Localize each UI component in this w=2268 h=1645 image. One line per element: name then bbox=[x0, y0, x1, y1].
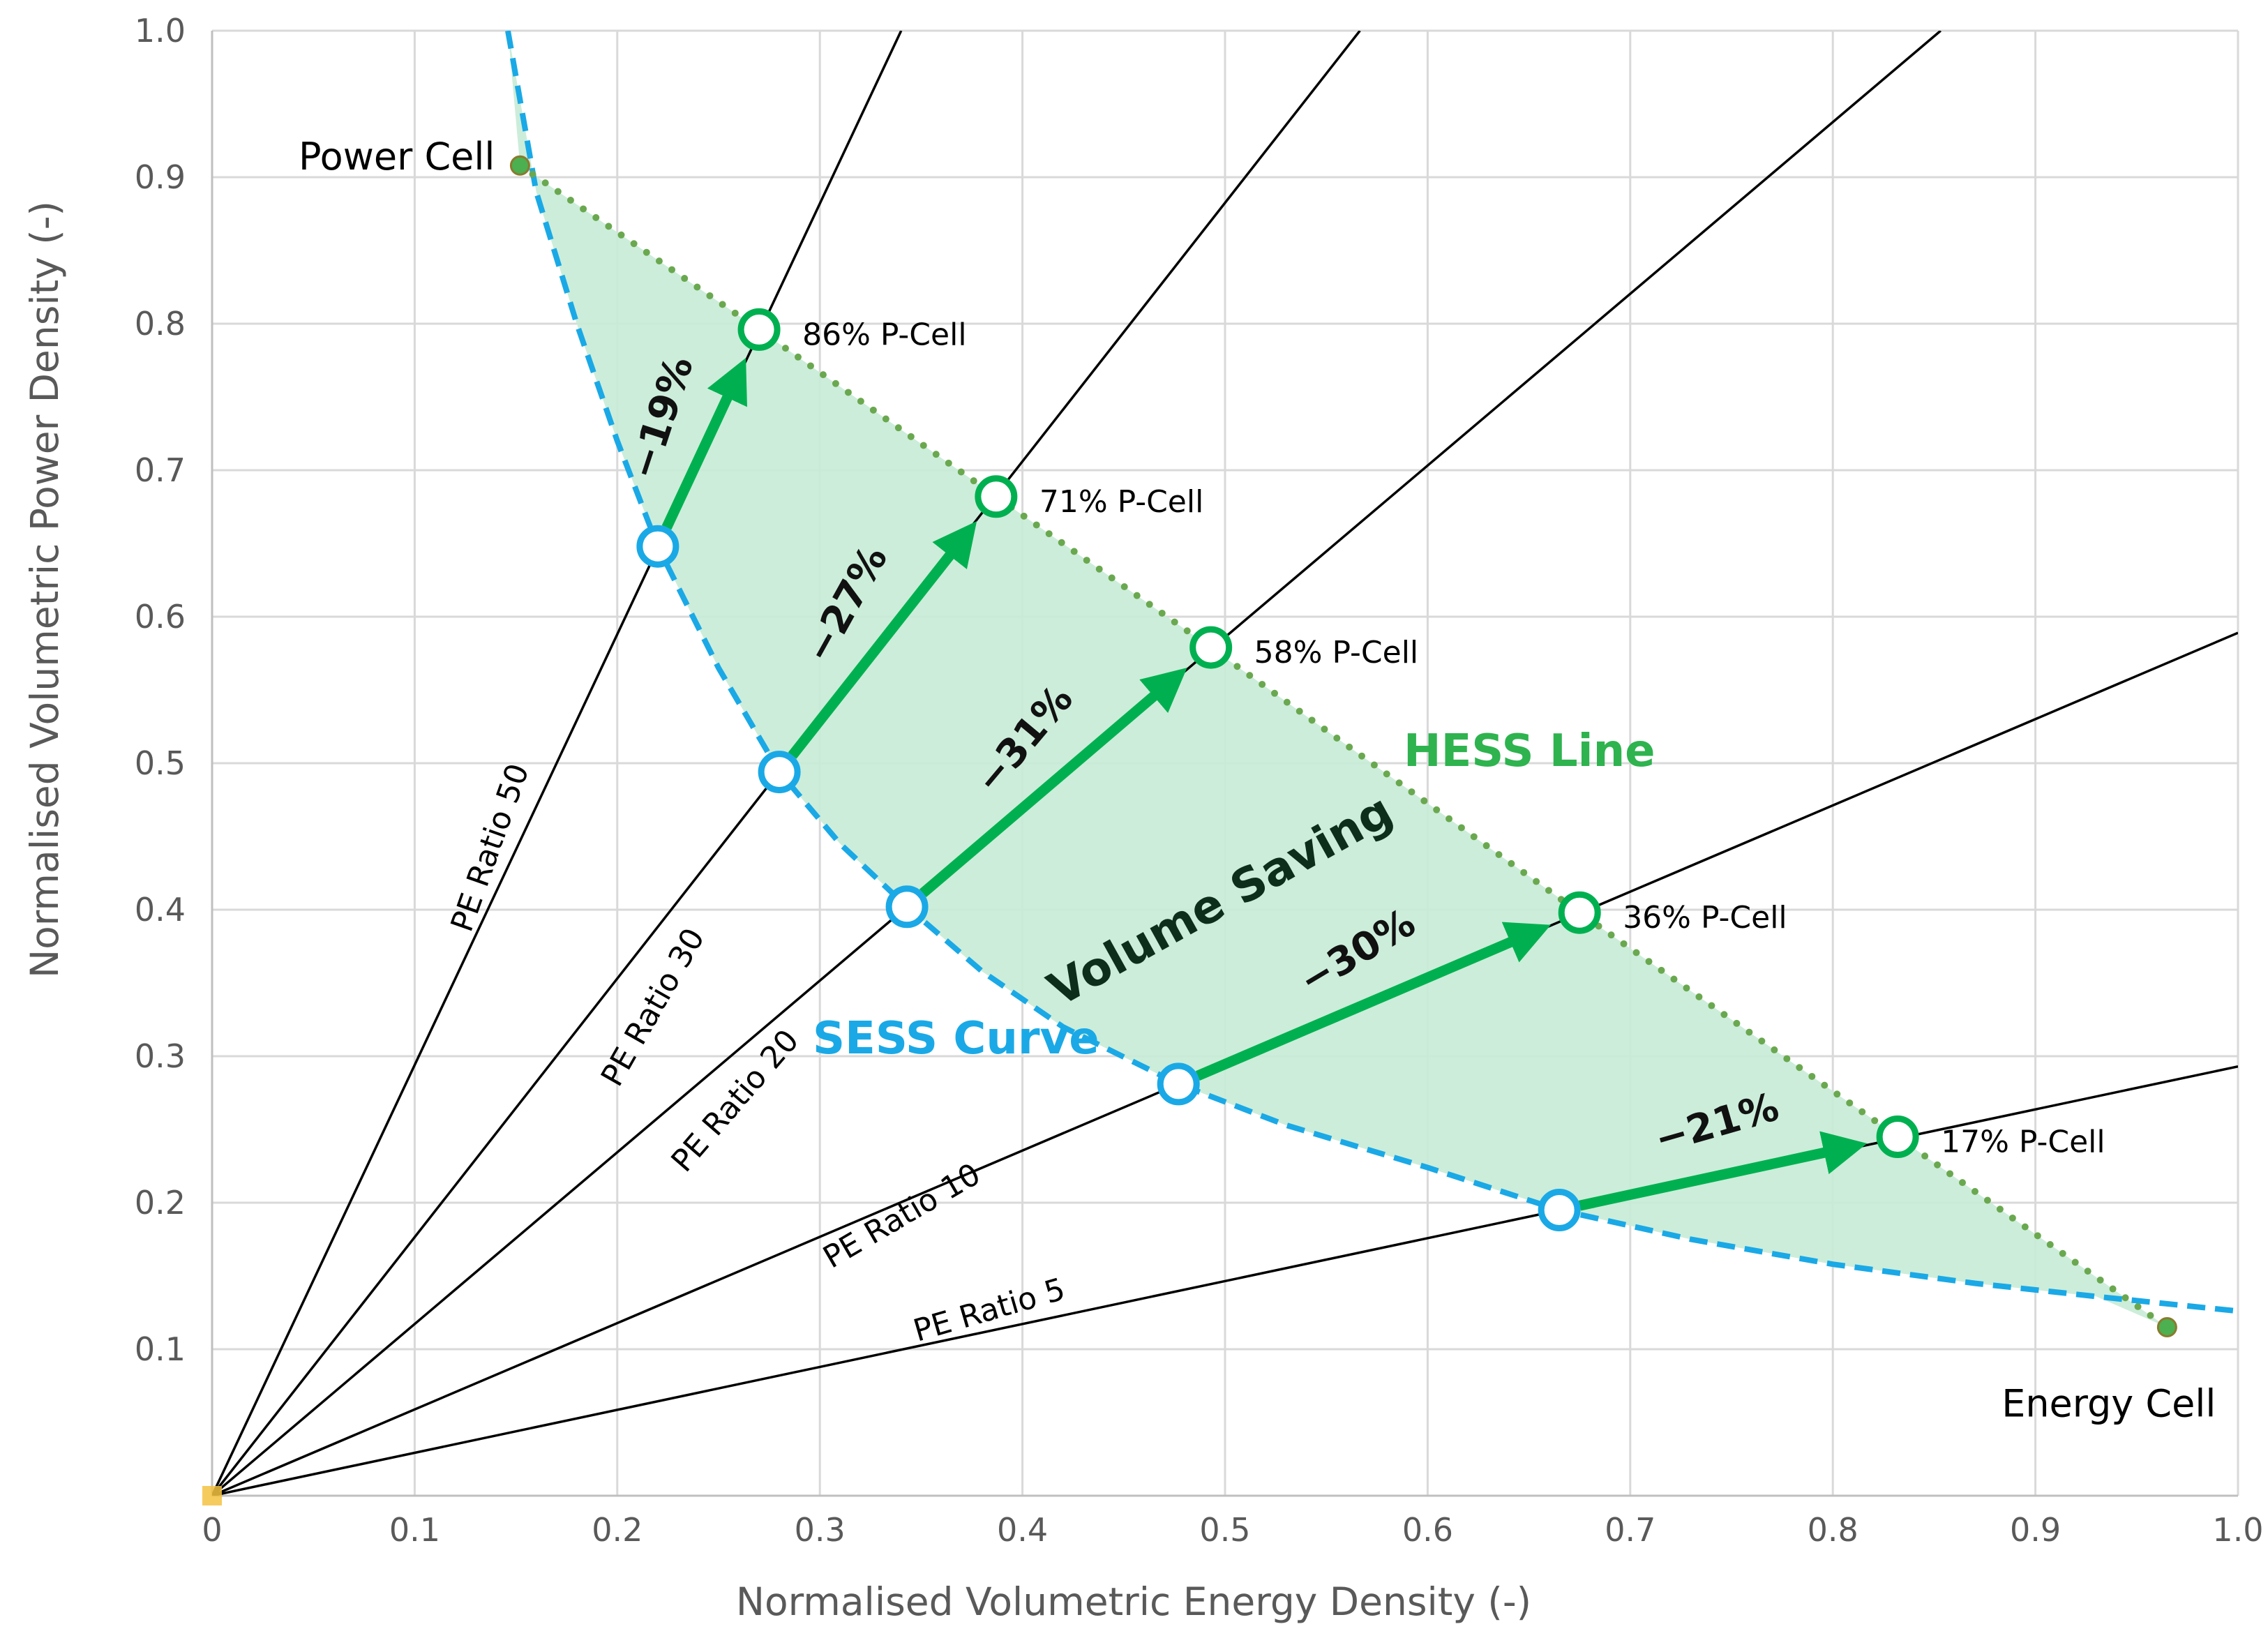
energy-cell-label: Energy Cell bbox=[2002, 1382, 2216, 1426]
hess-point-marker bbox=[1189, 626, 1233, 669]
x-tick-label: 0.3 bbox=[795, 1511, 846, 1549]
hess-point-marker bbox=[1876, 1116, 1919, 1158]
sess-curve bbox=[505, 31, 2238, 1314]
x-tick-label: 0.1 bbox=[389, 1511, 440, 1549]
sess-curve-label: SESS Curve bbox=[813, 1013, 1099, 1065]
power-cell-point bbox=[509, 155, 530, 176]
p-cell-label: 71% P-Cell bbox=[1039, 484, 1203, 520]
grid-lines bbox=[211, 29, 2239, 1497]
x-tick-label: 0.4 bbox=[997, 1511, 1048, 1549]
pe-ratio-line bbox=[212, 31, 903, 1496]
y-tick-label: 0.6 bbox=[135, 598, 186, 636]
volume-saving-arrow bbox=[661, 357, 747, 530]
x-tick-label: 0.5 bbox=[1199, 1511, 1250, 1549]
x-tick-label: 0.6 bbox=[1402, 1511, 1453, 1549]
volume-saving-arrow bbox=[919, 668, 1187, 898]
volume-saving-region bbox=[507, 31, 2168, 1328]
sess-point-marker bbox=[885, 885, 929, 929]
y-tick-label: 0.4 bbox=[135, 891, 186, 929]
p-cell-label: 58% P-Cell bbox=[1254, 635, 1418, 670]
axis-ticks: 0 0.1 0.2 0.3 0.4 0.5 0.6 0.7 0.8 0.9 1.0 0.1 0.2 0.3… bbox=[135, 12, 2264, 1549]
hess-point-marker bbox=[1558, 891, 1601, 934]
volume-saving-arrows bbox=[661, 357, 1868, 1211]
volume-saving-arrow bbox=[1195, 922, 1552, 1081]
y-tick-label: 0.9 bbox=[135, 158, 186, 196]
hess-line-label: HESS Line bbox=[1404, 726, 1655, 777]
pe-ratio-label: PE Ratio 5 bbox=[910, 1271, 1069, 1349]
origin-point bbox=[202, 1486, 222, 1505]
pe-ratio-label: PE Ratio 30 bbox=[594, 922, 712, 1092]
sess-point-marker bbox=[1538, 1189, 1581, 1231]
x-axis-title: Normalised Volumetric Energy Density (-) bbox=[736, 1579, 1531, 1624]
x-tick-label: 0.7 bbox=[1605, 1511, 1655, 1549]
y-tick-label: 0.2 bbox=[135, 1184, 186, 1222]
energy-cell-point bbox=[2156, 1317, 2177, 1337]
y-tick-label: 0.8 bbox=[135, 305, 186, 343]
pe-ratio-label: PE Ratio 20 bbox=[664, 1023, 806, 1179]
pe-ratio-label: PE Ratio 10 bbox=[817, 1157, 986, 1276]
volume-saving-arrow bbox=[788, 521, 977, 759]
p-cell-label: 86% P-Cell bbox=[802, 317, 966, 352]
x-tick-label: 0.2 bbox=[592, 1511, 643, 1549]
volume-saving-arrow bbox=[1578, 1131, 1868, 1211]
sess-point-marker bbox=[1157, 1062, 1200, 1106]
y-axis-title: Normalised Volumetric Power Density (-) bbox=[22, 201, 67, 978]
x-tick-label: 0.9 bbox=[2010, 1511, 2061, 1549]
y-tick-label: 0.1 bbox=[135, 1330, 186, 1368]
point-markers bbox=[202, 155, 2177, 1505]
y-tick-label: 0.7 bbox=[135, 451, 186, 489]
power-cell-label: Power Cell bbox=[299, 135, 495, 179]
p-cell-label: 36% P-Cell bbox=[1623, 900, 1787, 936]
x-tick-label: 0.8 bbox=[1808, 1511, 1858, 1549]
p-cell-label: 17% P-Cell bbox=[1941, 1125, 2105, 1160]
sess-point-marker bbox=[758, 751, 801, 794]
x-tick-label: 1.0 bbox=[2212, 1511, 2263, 1549]
y-tick-label: 0.3 bbox=[135, 1037, 186, 1075]
hess-point-marker bbox=[737, 308, 781, 351]
hess-point-marker bbox=[975, 475, 1018, 518]
x-tick-label: 0 bbox=[202, 1511, 222, 1549]
sess-point-marker bbox=[636, 525, 679, 568]
y-tick-label: 1.0 bbox=[135, 12, 186, 50]
volume-saving-fill bbox=[507, 31, 2168, 1328]
y-tick-label: 0.5 bbox=[135, 744, 186, 782]
